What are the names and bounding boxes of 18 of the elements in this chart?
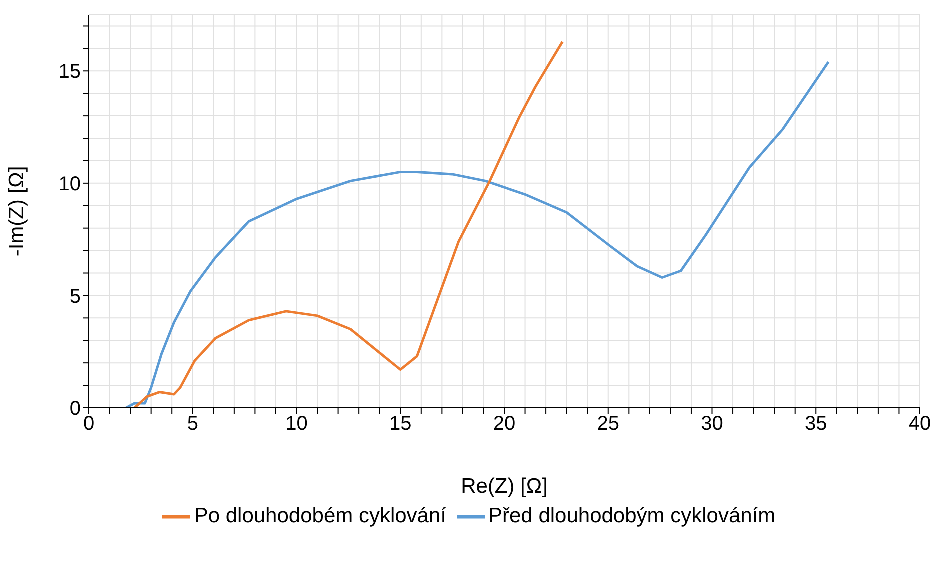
x-tick-label: 35 (805, 413, 828, 436)
y-tick-label: 0 (70, 398, 81, 420)
line-series (133, 40, 564, 408)
y-tick-label: 15 (58, 61, 81, 84)
legend-label: Před dlouhodobým cyklováním (488, 504, 776, 528)
x-tick-label: 15 (390, 413, 412, 436)
x-tick-label: 30 (701, 413, 724, 436)
line-series (125, 60, 830, 408)
x-tick-label: 10 (286, 413, 308, 436)
y-tick-label: 10 (58, 174, 81, 196)
x-tick-label: 20 (493, 413, 516, 436)
x-tick-label: 40 (908, 413, 932, 436)
x-tick-label: 25 (597, 413, 620, 436)
legend-label: Po dlouhodobém cyklování (194, 504, 446, 528)
x-tick-label: 5 (187, 413, 198, 436)
x-axis-title: Re(Z) [Ω] (461, 475, 548, 498)
y-axis-title: -Im(Z) [Ω] (5, 166, 28, 257)
y-tick-label: 5 (70, 286, 81, 308)
